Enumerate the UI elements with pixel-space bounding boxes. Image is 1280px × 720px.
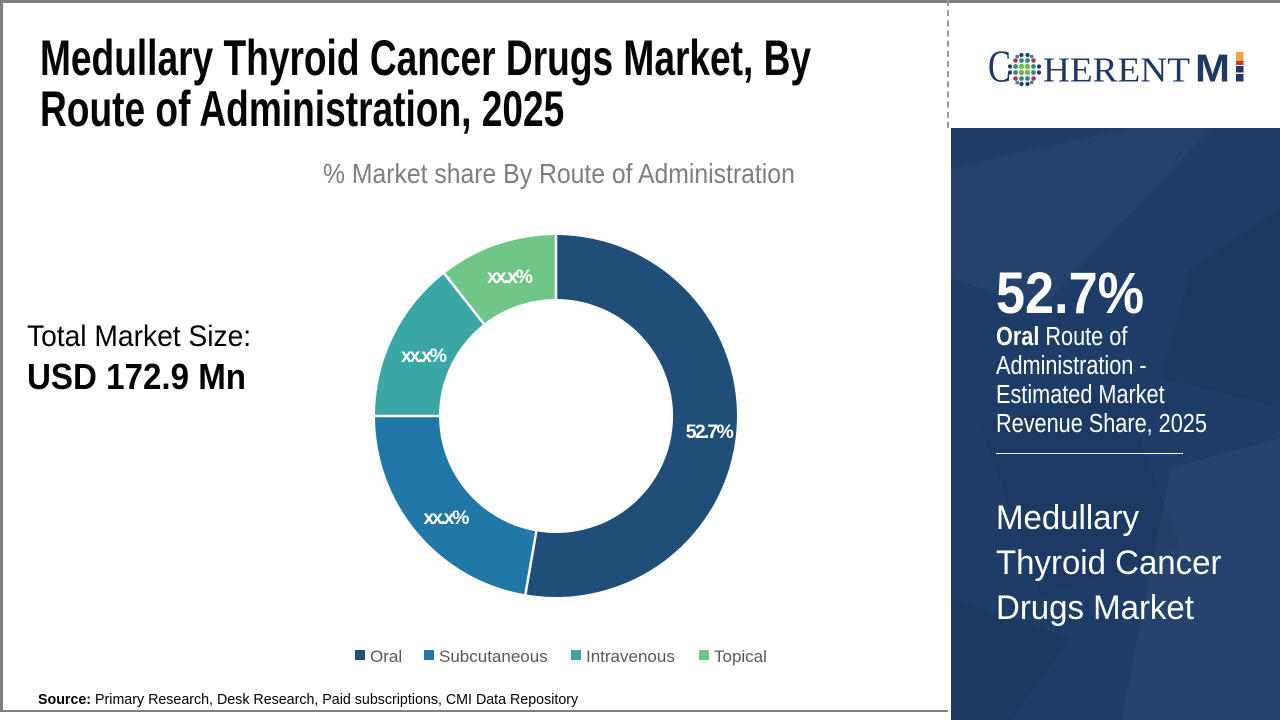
- svg-text:M: M: [1195, 48, 1230, 91]
- svg-text:xx.x%: xx.x%: [487, 266, 533, 288]
- svg-text:C: C: [988, 42, 1011, 92]
- svg-text:xx.x%: xx.x%: [424, 507, 470, 529]
- svg-text:xx.x%: xx.x%: [401, 345, 447, 367]
- svg-text:52.7%: 52.7%: [686, 421, 734, 443]
- svg-text:HERENT: HERENT: [1043, 52, 1190, 90]
